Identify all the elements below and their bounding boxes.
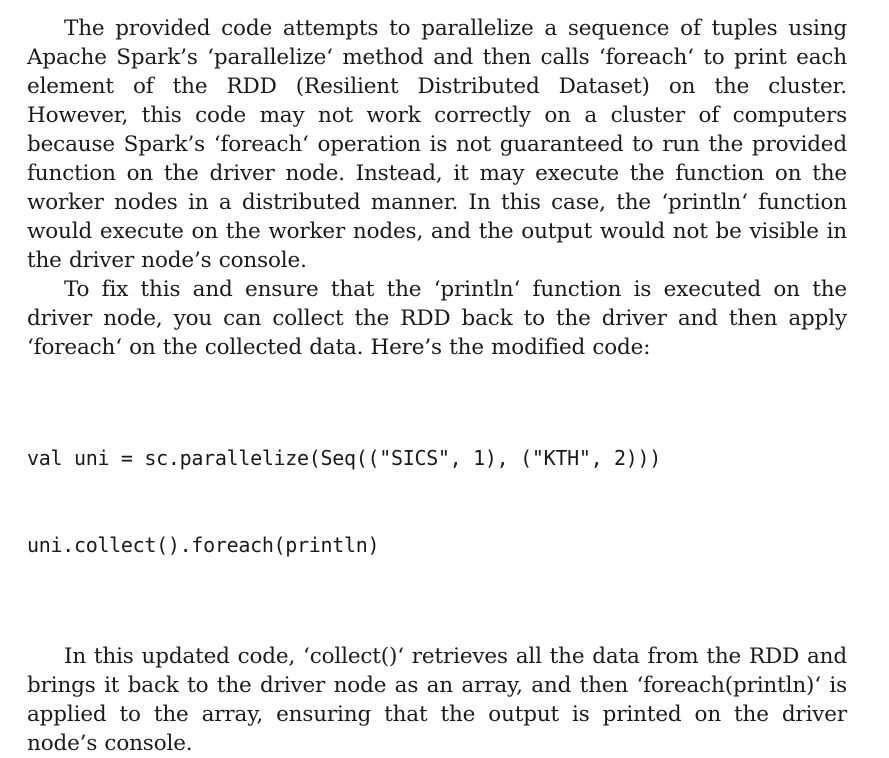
paragraph-conclusion: In this updated code, ‘collect()‘ retrie…	[27, 644, 847, 756]
code-line: val uni = sc.parallelize(Seq(("SICS", 1)…	[27, 446, 662, 470]
paragraph-explanation: The provided code attempts to paralleliz…	[27, 16, 847, 273]
code-line: uni.collect().foreach(println)	[27, 533, 380, 557]
code-block: val uni = sc.parallelize(Seq(("SICS", 1)…	[27, 386, 847, 618]
paragraph-fix: To fix this and ensure that the ‘println…	[27, 277, 847, 360]
document-body: The provided code attempts to paralleliz…	[27, 14, 847, 758]
